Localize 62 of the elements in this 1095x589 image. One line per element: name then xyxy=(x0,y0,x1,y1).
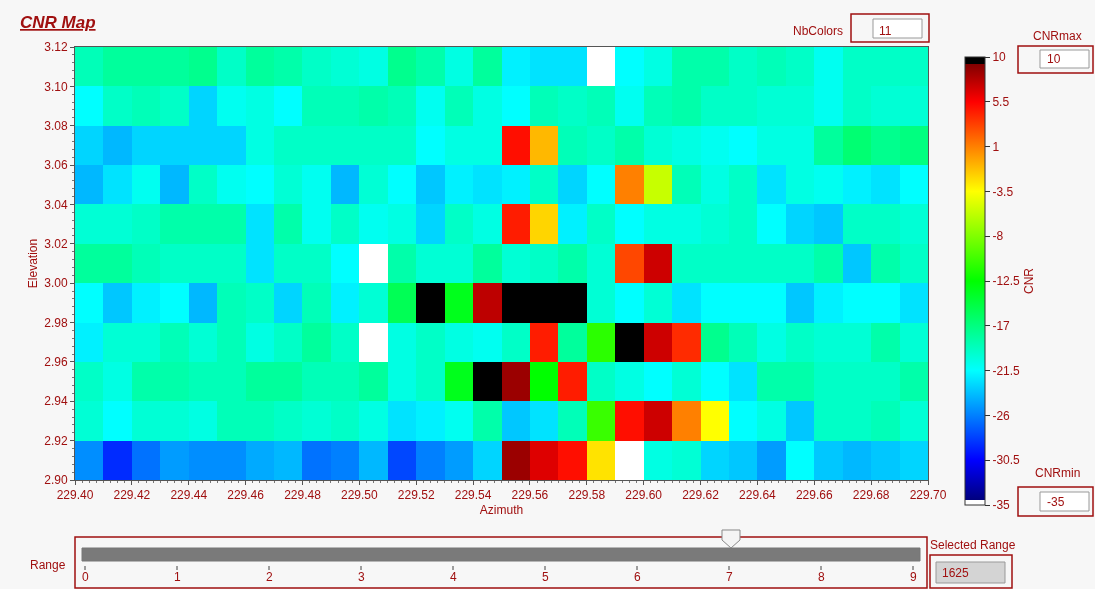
x-tick-label: 229.52 xyxy=(397,488,435,503)
text: Selected Range xyxy=(930,538,1016,552)
y-tick-label: 2.92 xyxy=(44,433,68,448)
y-axis-title: Elevation xyxy=(25,238,40,289)
text: 7 xyxy=(726,570,733,584)
x-tick-label: 229.44 xyxy=(170,488,208,503)
x-tick-label: 229.58 xyxy=(568,488,606,503)
y-tick-label: 3.02 xyxy=(44,237,68,252)
x-tick-label: 229.70 xyxy=(909,488,947,503)
y-tick-label: 3.12 xyxy=(44,40,68,55)
color-bar-label: -17 xyxy=(992,319,1011,333)
text: Range xyxy=(30,558,66,572)
y-tick-label: 2.98 xyxy=(44,315,68,330)
text: NbColors xyxy=(793,24,844,38)
x-tick-label: 229.68 xyxy=(852,488,890,503)
text: 9 xyxy=(910,570,917,584)
x-tick-label: 229.46 xyxy=(227,488,265,503)
text: 1 xyxy=(174,570,181,584)
y-tick-label: 2.94 xyxy=(44,394,68,409)
x-tick-label: 229.56 xyxy=(511,488,549,503)
text: 1625 xyxy=(942,566,970,580)
y-tick-label: 3.10 xyxy=(44,79,68,94)
text: CNRmin xyxy=(1035,466,1081,480)
chart-title: CNR Map xyxy=(20,13,96,32)
x-tick-label: 229.62 xyxy=(682,488,720,503)
color-bar-label: 1 xyxy=(992,139,1000,154)
text: 2 xyxy=(266,570,273,584)
y-tick-label: 3.00 xyxy=(44,276,68,291)
x-tick-label: 229.64 xyxy=(739,488,777,503)
text: -35 xyxy=(1047,495,1065,509)
text: 10 xyxy=(1047,52,1061,66)
x-axis-title: Azimuth xyxy=(479,503,524,518)
x-tick-label: 229.42 xyxy=(113,488,151,503)
color-bar-label: -12.5 xyxy=(992,274,1021,289)
y-tick-label: 3.08 xyxy=(44,118,68,133)
text: 5 xyxy=(542,570,549,584)
color-bar-label: 5.5 xyxy=(992,95,1010,109)
x-tick-label: 229.50 xyxy=(340,488,379,503)
text: 0 xyxy=(82,570,89,584)
x-tick-label: 229.54 xyxy=(454,488,492,503)
y-tick-label: 2.90 xyxy=(44,473,68,488)
x-tick-label: 229.66 xyxy=(795,488,833,503)
text: CNRmax xyxy=(1033,29,1082,43)
color-bar-label: 10 xyxy=(992,50,1007,65)
x-tick-label: 229.60 xyxy=(625,488,663,503)
color-bar-title: CNR xyxy=(1022,267,1037,294)
y-tick-label: 3.04 xyxy=(44,197,68,212)
color-bar-label: -26 xyxy=(992,408,1011,423)
text: 11 xyxy=(879,24,892,38)
text: 6 xyxy=(634,570,641,584)
color-bar-label: -8 xyxy=(992,229,1004,244)
y-tick-label: 3.06 xyxy=(44,158,68,173)
color-bar-label: -21.5 xyxy=(992,363,1021,378)
color-bar-label: -35 xyxy=(992,498,1011,513)
color-bar-label: -3.5 xyxy=(992,184,1014,199)
x-tick-label: 229.40 xyxy=(56,488,94,503)
text: 3 xyxy=(358,570,365,584)
text: 8 xyxy=(818,570,825,584)
text: 4 xyxy=(450,570,457,584)
y-tick-label: 2.96 xyxy=(44,355,68,370)
x-tick-label: 229.48 xyxy=(284,488,322,503)
color-bar-label: -30.5 xyxy=(992,453,1021,468)
